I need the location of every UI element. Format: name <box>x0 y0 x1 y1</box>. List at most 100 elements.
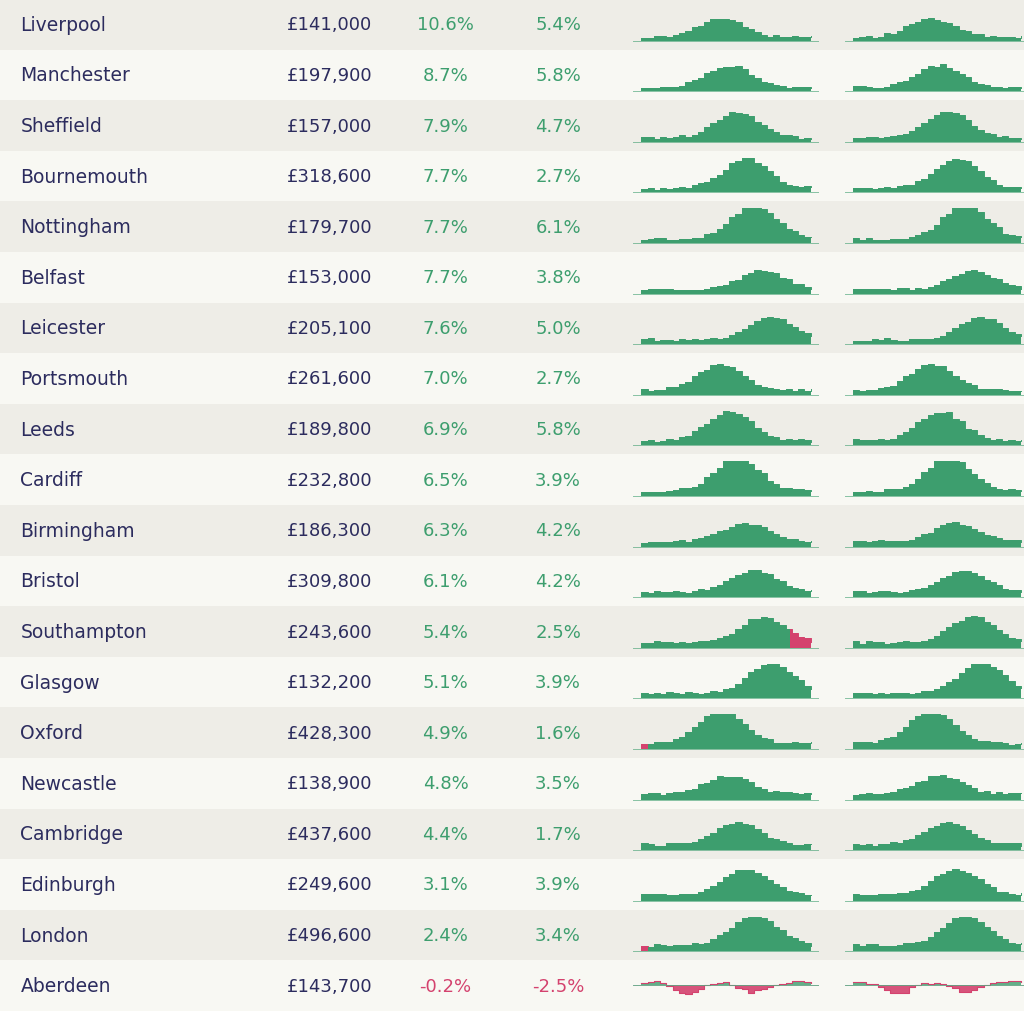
Bar <box>0 0 1024 51</box>
Text: £249,600: £249,600 <box>287 876 373 894</box>
Text: £138,900: £138,900 <box>287 774 372 793</box>
Text: 4.7%: 4.7% <box>536 117 581 135</box>
Text: Manchester: Manchester <box>20 67 130 85</box>
Text: £437,600: £437,600 <box>287 825 373 843</box>
Bar <box>0 101 1024 152</box>
Text: 5.4%: 5.4% <box>423 623 468 641</box>
Text: £143,700: £143,700 <box>287 977 373 995</box>
Text: Birmingham: Birmingham <box>20 522 135 540</box>
Bar <box>0 152 1024 202</box>
Text: £309,800: £309,800 <box>287 572 372 590</box>
Text: 3.5%: 3.5% <box>536 774 581 793</box>
Text: -0.2%: -0.2% <box>420 977 471 995</box>
Text: Liverpool: Liverpool <box>20 16 106 34</box>
Text: 4.2%: 4.2% <box>536 572 581 590</box>
Text: 6.3%: 6.3% <box>423 522 468 540</box>
Bar <box>0 960 1024 1011</box>
Bar <box>0 809 1024 859</box>
Text: 2.7%: 2.7% <box>536 370 581 388</box>
Bar <box>0 657 1024 708</box>
Text: 6.5%: 6.5% <box>423 471 468 489</box>
Text: Oxford: Oxford <box>20 724 84 742</box>
Text: 4.2%: 4.2% <box>536 522 581 540</box>
Text: 6.1%: 6.1% <box>536 218 581 237</box>
Bar <box>0 556 1024 607</box>
Bar <box>0 354 1024 404</box>
Text: 3.9%: 3.9% <box>536 471 581 489</box>
Text: £153,000: £153,000 <box>287 269 372 287</box>
Text: 3.8%: 3.8% <box>536 269 581 287</box>
Text: -2.5%: -2.5% <box>531 977 585 995</box>
Text: 6.1%: 6.1% <box>423 572 468 590</box>
Text: 2.4%: 2.4% <box>423 926 468 944</box>
Text: 5.0%: 5.0% <box>536 319 581 338</box>
Text: 7.7%: 7.7% <box>423 218 468 237</box>
Bar <box>0 303 1024 354</box>
Text: Southampton: Southampton <box>20 623 147 641</box>
Text: London: London <box>20 926 89 944</box>
Text: £186,300: £186,300 <box>287 522 372 540</box>
Bar <box>0 455 1024 506</box>
Text: Bournemouth: Bournemouth <box>20 168 148 186</box>
Bar <box>0 758 1024 809</box>
Text: £189,800: £189,800 <box>287 421 372 439</box>
Text: Aberdeen: Aberdeen <box>20 977 111 995</box>
Text: 2.5%: 2.5% <box>536 623 581 641</box>
Bar <box>0 708 1024 758</box>
Text: 8.7%: 8.7% <box>423 67 468 85</box>
Text: 5.8%: 5.8% <box>536 67 581 85</box>
Bar <box>0 404 1024 455</box>
Text: Cambridge: Cambridge <box>20 825 124 843</box>
Text: £157,000: £157,000 <box>287 117 372 135</box>
Text: 3.1%: 3.1% <box>423 876 468 894</box>
Text: 7.7%: 7.7% <box>423 168 468 186</box>
Text: Belfast: Belfast <box>20 269 85 287</box>
Bar <box>0 607 1024 657</box>
Text: Nottingham: Nottingham <box>20 218 131 237</box>
Text: 5.8%: 5.8% <box>536 421 581 439</box>
Text: £179,700: £179,700 <box>287 218 373 237</box>
Bar <box>0 859 1024 910</box>
Text: Bristol: Bristol <box>20 572 80 590</box>
Bar <box>0 910 1024 960</box>
Text: £261,600: £261,600 <box>287 370 372 388</box>
Text: Sheffield: Sheffield <box>20 117 102 135</box>
Text: £197,900: £197,900 <box>287 67 373 85</box>
Text: 4.8%: 4.8% <box>423 774 468 793</box>
Bar <box>0 506 1024 556</box>
Bar <box>0 202 1024 253</box>
Text: 5.1%: 5.1% <box>423 673 468 692</box>
Text: 2.7%: 2.7% <box>536 168 581 186</box>
Text: 7.6%: 7.6% <box>423 319 468 338</box>
Text: 4.9%: 4.9% <box>423 724 468 742</box>
Text: £205,100: £205,100 <box>287 319 372 338</box>
Text: Edinburgh: Edinburgh <box>20 876 117 894</box>
Text: 3.4%: 3.4% <box>536 926 581 944</box>
Text: 7.7%: 7.7% <box>423 269 468 287</box>
Text: Portsmouth: Portsmouth <box>20 370 129 388</box>
Text: £318,600: £318,600 <box>287 168 372 186</box>
Text: 10.6%: 10.6% <box>417 16 474 34</box>
Text: £496,600: £496,600 <box>287 926 372 944</box>
Text: £243,600: £243,600 <box>287 623 373 641</box>
Text: 3.9%: 3.9% <box>536 673 581 692</box>
Text: 6.9%: 6.9% <box>423 421 468 439</box>
Bar <box>0 51 1024 101</box>
Text: 4.4%: 4.4% <box>423 825 468 843</box>
Text: £141,000: £141,000 <box>287 16 372 34</box>
Text: 1.6%: 1.6% <box>536 724 581 742</box>
Text: 3.9%: 3.9% <box>536 876 581 894</box>
Text: 7.9%: 7.9% <box>423 117 468 135</box>
Text: £132,200: £132,200 <box>287 673 373 692</box>
Text: 5.4%: 5.4% <box>536 16 581 34</box>
Text: Leicester: Leicester <box>20 319 105 338</box>
Text: Cardiff: Cardiff <box>20 471 83 489</box>
Text: Leeds: Leeds <box>20 421 76 439</box>
Bar <box>0 253 1024 303</box>
Text: £428,300: £428,300 <box>287 724 373 742</box>
Text: £232,800: £232,800 <box>287 471 373 489</box>
Text: 7.0%: 7.0% <box>423 370 468 388</box>
Text: Newcastle: Newcastle <box>20 774 117 793</box>
Text: 1.7%: 1.7% <box>536 825 581 843</box>
Text: Glasgow: Glasgow <box>20 673 100 692</box>
